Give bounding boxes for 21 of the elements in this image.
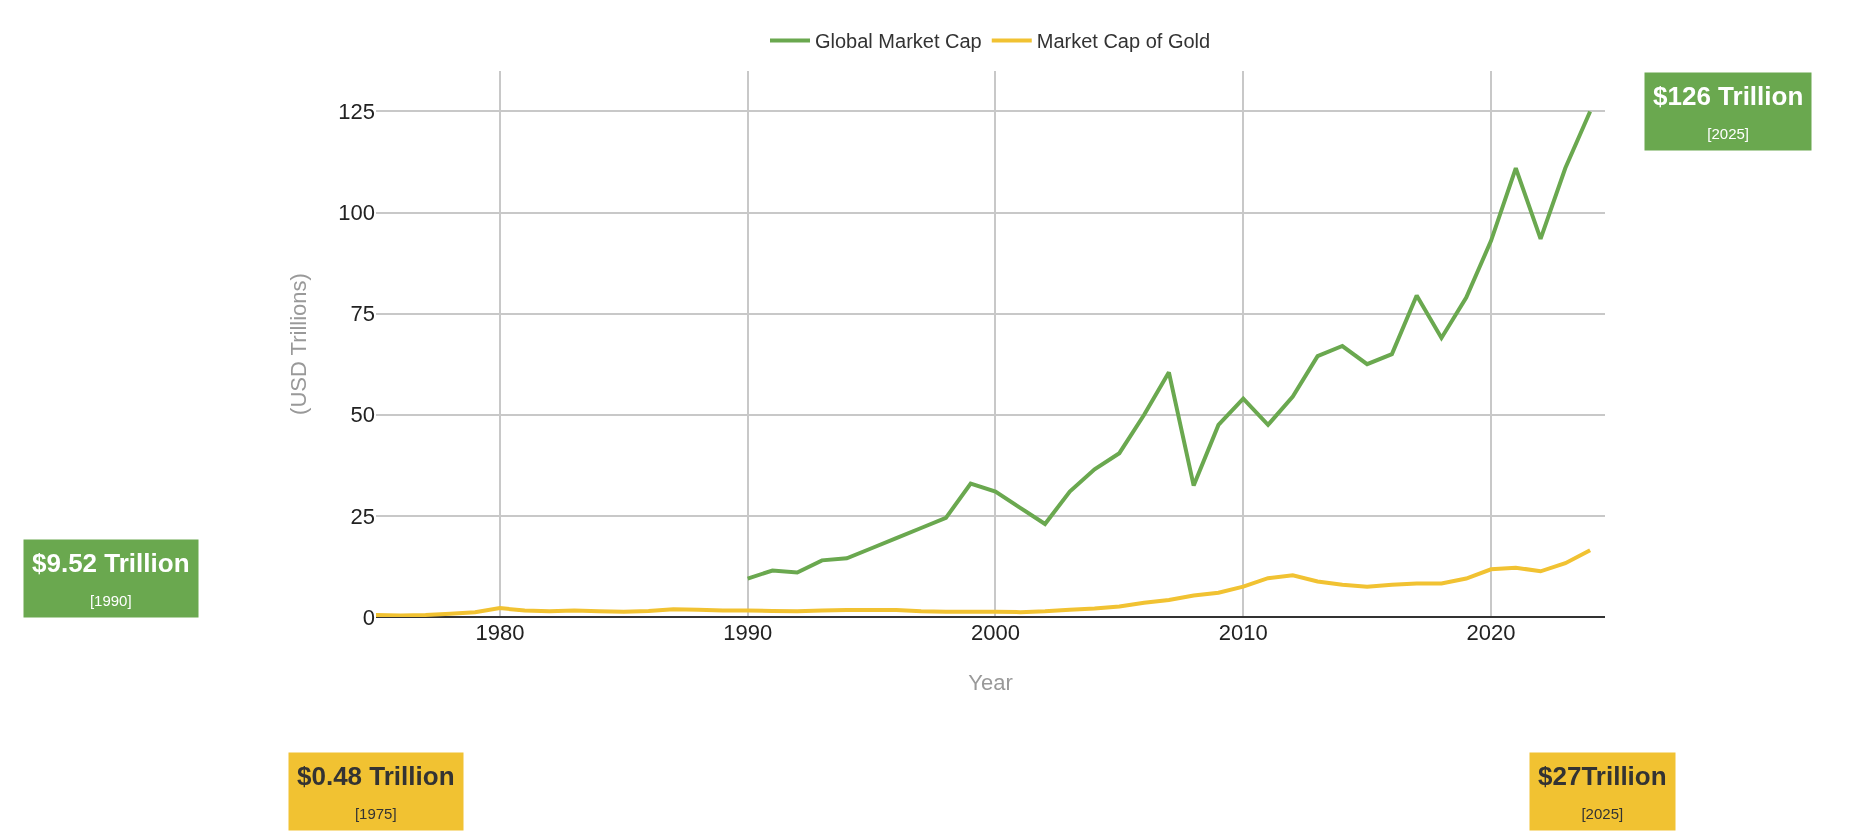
y-axis-title: (USD Trillions) xyxy=(286,273,312,415)
y-tick-label: 0 xyxy=(362,604,375,630)
x-tick-label: 2010 xyxy=(1218,620,1268,645)
x-tick-label: 1980 xyxy=(475,620,525,645)
x-tick-label: 1990 xyxy=(723,620,773,645)
text: $126 Trillion [2025] xyxy=(1653,81,1804,142)
x-tick-label: 2000 xyxy=(970,620,1020,645)
y-tick-label: 75 xyxy=(350,301,375,327)
line-series xyxy=(745,109,1593,581)
text: $9.52 Trillion [1990] xyxy=(32,548,190,609)
y-tick-label: 125 xyxy=(338,99,375,125)
legend-label: Market Cap of Gold xyxy=(1036,30,1211,53)
y-tick-label: 50 xyxy=(350,402,375,428)
y-tick-label: 100 xyxy=(338,200,375,226)
x-axis-title: Year xyxy=(968,669,1013,695)
y-tick-label: 25 xyxy=(350,503,375,529)
line-series xyxy=(376,548,1593,617)
text: $0.48 Trillion [1975] xyxy=(297,761,455,822)
x-tick-label: 2020 xyxy=(1466,620,1516,645)
legend-label: Global Market Cap xyxy=(815,30,982,53)
text: $27Trillion [2025] xyxy=(1538,761,1667,822)
